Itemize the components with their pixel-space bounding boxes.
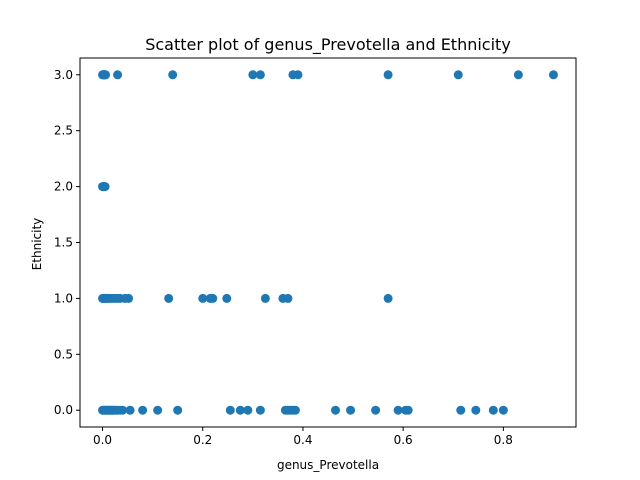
x-tick-label: 0.4 bbox=[293, 433, 312, 447]
scatter-point bbox=[393, 405, 403, 415]
scatter-point bbox=[498, 405, 508, 415]
x-tick-label: 0.2 bbox=[193, 433, 212, 447]
scatter-point bbox=[255, 405, 265, 415]
x-tick-label: 0.0 bbox=[93, 433, 112, 447]
scatter-point bbox=[124, 293, 134, 303]
scatter-point bbox=[101, 70, 111, 80]
x-axis-label: genus_Prevotella bbox=[277, 458, 379, 472]
scatter-point bbox=[403, 405, 413, 415]
scatter-point bbox=[290, 405, 300, 415]
scatter-point bbox=[248, 70, 258, 80]
scatter-point bbox=[471, 405, 481, 415]
scatter-point bbox=[513, 70, 523, 80]
scatter-point bbox=[153, 405, 163, 415]
y-tick-label: 1.5 bbox=[54, 236, 73, 250]
scatter-point bbox=[283, 293, 293, 303]
scatter-point bbox=[138, 405, 148, 415]
scatter-point bbox=[260, 293, 270, 303]
y-tick-label: 2.5 bbox=[54, 124, 73, 138]
scatter-point bbox=[293, 70, 303, 80]
chart-title: Scatter plot of genus_Prevotella and Eth… bbox=[145, 35, 511, 55]
y-axis-label: Ethnicity bbox=[30, 218, 44, 271]
scatter-point bbox=[235, 405, 245, 415]
scatter-point bbox=[383, 293, 393, 303]
scatter-point bbox=[100, 182, 110, 192]
scatter-point bbox=[118, 405, 128, 415]
axis-ticks: 0.0 0.2 0.4 0.6 0.8 0.0 0.5 1.0 1.5 2.0 2.5 3.0 bbox=[54, 68, 513, 447]
y-tick-label: 3.0 bbox=[54, 68, 73, 82]
scatter-point bbox=[255, 70, 265, 80]
scatter-point bbox=[125, 405, 135, 415]
y-tick-label: 0.5 bbox=[54, 347, 73, 361]
scatter-point bbox=[113, 70, 123, 80]
scatter-point bbox=[371, 405, 381, 415]
scatter-point bbox=[383, 70, 393, 80]
scatter-point bbox=[548, 70, 558, 80]
scatter-point bbox=[456, 405, 466, 415]
y-tick-label: 1.0 bbox=[54, 291, 73, 305]
scatter-point bbox=[225, 405, 235, 415]
scatter-point bbox=[488, 405, 498, 415]
scatter-point bbox=[243, 405, 253, 415]
data-points bbox=[98, 70, 558, 415]
x-tick-label: 0.8 bbox=[494, 433, 513, 447]
y-tick-label: 2.0 bbox=[54, 180, 73, 194]
scatter-point bbox=[331, 405, 341, 415]
scatter-point bbox=[173, 405, 183, 415]
scatter-point bbox=[168, 70, 178, 80]
scatter-point bbox=[453, 70, 463, 80]
scatter-point bbox=[208, 293, 218, 303]
plot-frame bbox=[79, 57, 577, 428]
scatter-point bbox=[164, 293, 174, 303]
scatter-point bbox=[222, 293, 232, 303]
scatter-point bbox=[198, 293, 208, 303]
scatter-point bbox=[346, 405, 356, 415]
x-tick-label: 0.6 bbox=[394, 433, 413, 447]
y-tick-label: 0.0 bbox=[54, 403, 73, 417]
